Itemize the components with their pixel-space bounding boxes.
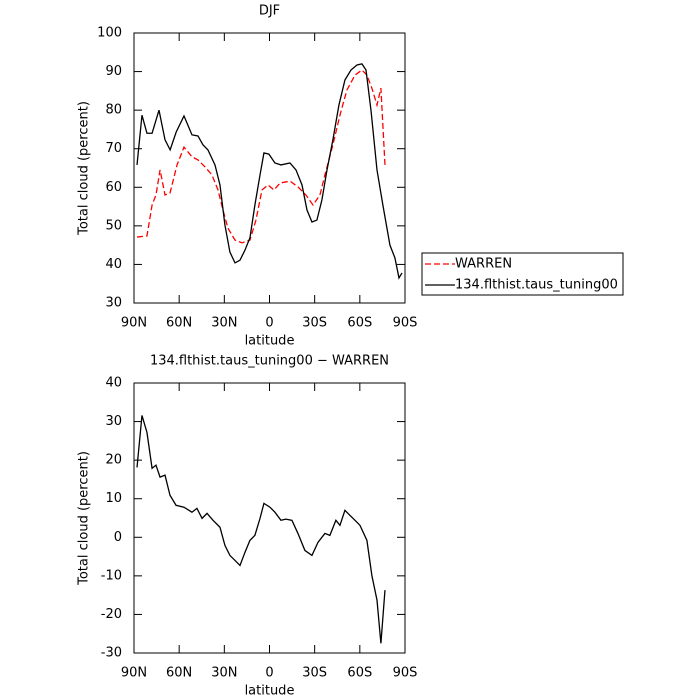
x-tick-label: 30N [211, 666, 237, 681]
x-tick-label: 60S [347, 316, 372, 331]
y-tick-label: 40 [105, 376, 122, 391]
x-tick-label: 60N [166, 316, 192, 331]
data-line [136, 415, 386, 644]
x-tick-label: 60S [347, 666, 372, 681]
y-tick-label: 40 [105, 257, 122, 272]
y-tick-label: 90 [105, 64, 122, 79]
y-tick-label: 0 [114, 530, 122, 545]
chart-title: 134.flthist.taus_tuning00 − WARREN [150, 354, 389, 369]
legend-box [421, 252, 624, 296]
y-tick-label: 30 [105, 296, 122, 311]
x-tick-label: 60N [166, 666, 192, 681]
y-axis-label: Total cloud (percent) [77, 101, 92, 236]
x-tick-label: 30N [211, 316, 237, 331]
legend-label: 134.flthist.taus_tuning00 [455, 278, 618, 293]
data-line [136, 69, 386, 244]
x-tick-label: 90N [121, 316, 147, 331]
y-tick-label: 100 [97, 26, 122, 41]
x-axis-label: latitude [245, 334, 295, 349]
x-tick-label: 0 [265, 666, 273, 681]
y-tick-label: -10 [101, 568, 122, 583]
x-tick-label: 90S [393, 316, 418, 331]
x-tick-label: 90S [393, 666, 418, 681]
y-tick-label: 50 [105, 218, 122, 233]
y-tick-label: 10 [105, 491, 122, 506]
x-tick-label: 0 [265, 316, 273, 331]
y-tick-label: -30 [101, 646, 122, 661]
y-tick-label: 30 [105, 414, 122, 429]
y-tick-label: 60 [105, 180, 122, 195]
x-tick-label: 90N [121, 666, 147, 681]
y-tick-label: 70 [105, 141, 122, 156]
y-tick-label: 20 [105, 453, 122, 468]
y-tick-label: 80 [105, 103, 122, 118]
chart-title: DJF [259, 4, 280, 19]
x-tick-label: 30S [302, 316, 327, 331]
legend-label: WARREN [455, 257, 512, 272]
x-tick-label: 30S [302, 666, 327, 681]
data-line [136, 63, 403, 280]
y-tick-label: -20 [101, 607, 122, 622]
x-axis-label: latitude [245, 684, 295, 699]
y-axis-label: Total cloud (percent) [77, 451, 92, 586]
plot-frame [133, 382, 406, 654]
plot-frame [133, 32, 406, 304]
